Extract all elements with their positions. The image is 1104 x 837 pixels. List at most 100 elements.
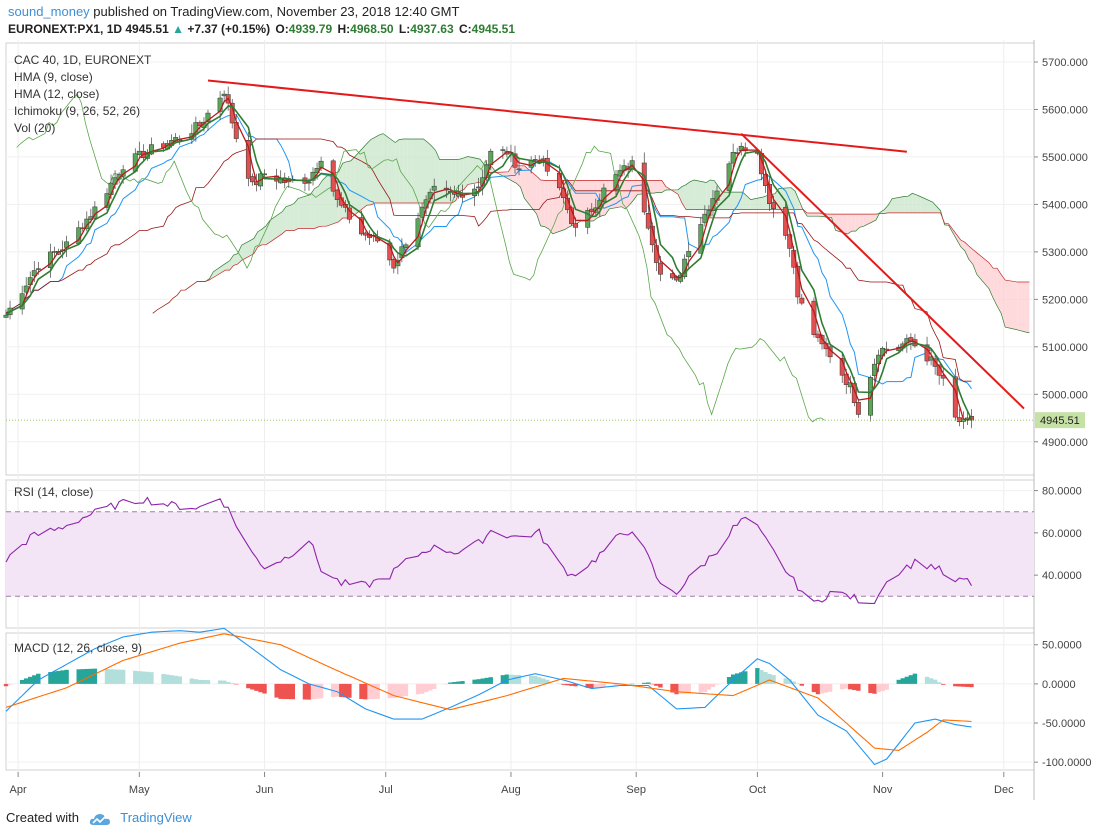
cloud-segment bbox=[762, 195, 767, 210]
cloud-segment bbox=[241, 238, 254, 261]
histogram-bar bbox=[528, 675, 534, 684]
cloud-segment bbox=[310, 188, 315, 229]
histogram-bar bbox=[472, 679, 477, 684]
cloud-segment bbox=[379, 133, 384, 203]
histogram-bar bbox=[759, 670, 764, 684]
candle bbox=[682, 258, 688, 277]
cloud-segment bbox=[516, 165, 521, 187]
histogram-bar bbox=[941, 683, 946, 685]
candle bbox=[419, 206, 425, 218]
histogram-bar bbox=[225, 681, 231, 684]
candle bbox=[783, 206, 789, 236]
cloud-segment bbox=[540, 179, 545, 227]
histogram-bar bbox=[371, 683, 376, 699]
cloud-segment bbox=[374, 135, 380, 203]
histogram-bar bbox=[254, 683, 259, 691]
cloud-segment bbox=[350, 156, 355, 219]
histogram-bar bbox=[173, 675, 178, 684]
legend-symbol[interactable]: CAC 40, 1D, EURONEXT bbox=[14, 53, 152, 67]
low-label: L: bbox=[398, 22, 411, 36]
histogram-bar bbox=[310, 683, 316, 700]
candle bbox=[657, 262, 663, 275]
macd-legend: MACD (12, 26, close, 9) bbox=[14, 640, 142, 657]
histogram-bar bbox=[217, 680, 223, 684]
histogram-bar bbox=[484, 677, 489, 684]
histogram-bar bbox=[278, 683, 283, 699]
chart-area[interactable]: Apr May Jun Jul Aug Sep Oct Nov Dec 5700.000 5600.… bbox=[0, 40, 1104, 810]
candle bbox=[686, 251, 692, 258]
histogram-bar bbox=[427, 683, 433, 691]
candle bbox=[35, 268, 41, 270]
histogram-bar bbox=[698, 683, 704, 693]
price-y-tick-label: 5600.000 bbox=[1042, 104, 1088, 116]
histogram-bar bbox=[133, 670, 138, 684]
legend-macd[interactable]: MACD (12, 26, close, 9) bbox=[14, 641, 143, 655]
cloud-segment bbox=[742, 192, 747, 210]
tradingview-link[interactable]: TradingView bbox=[120, 810, 192, 825]
histogram-bar bbox=[625, 683, 631, 685]
high-label: H: bbox=[337, 22, 351, 36]
histogram-bar bbox=[791, 681, 796, 684]
candle bbox=[771, 202, 776, 209]
histogram-bar bbox=[112, 669, 118, 684]
cloud-segment bbox=[1001, 274, 1006, 328]
histogram-bar bbox=[771, 675, 776, 684]
cloud-segment bbox=[706, 180, 711, 210]
candle bbox=[641, 162, 647, 213]
macd-y-tick-label: 0.0000 bbox=[1042, 679, 1076, 691]
cloud-segment bbox=[625, 180, 630, 209]
author-link[interactable]: sound_money bbox=[8, 4, 90, 19]
cloud-segment bbox=[395, 139, 400, 203]
histogram-bar bbox=[314, 683, 320, 699]
legend-hma9[interactable]: HMA (9, close) bbox=[14, 70, 93, 84]
legend-volume[interactable]: Vol (20) bbox=[14, 121, 56, 135]
cloud-segment bbox=[286, 205, 291, 231]
close-label: C: bbox=[458, 22, 472, 36]
histogram-bar bbox=[363, 683, 368, 700]
cloud-segment bbox=[972, 249, 977, 275]
histogram-bar bbox=[419, 683, 425, 694]
histogram-bar bbox=[456, 681, 461, 684]
histogram-bar bbox=[500, 675, 506, 684]
candle bbox=[205, 112, 211, 122]
cloud-segment bbox=[968, 246, 973, 265]
cloud-segment bbox=[459, 157, 464, 192]
last-price-tag bbox=[1035, 412, 1085, 429]
histogram-bar bbox=[642, 682, 647, 684]
cloud-segment bbox=[851, 214, 856, 232]
legend-ichimoku[interactable]: Ichimoku (9, 26, 52, 26) bbox=[14, 104, 141, 118]
histogram-bar bbox=[488, 677, 493, 684]
cloud-segment bbox=[338, 163, 343, 222]
hma-9-line bbox=[5, 97, 972, 421]
histogram-bar bbox=[565, 683, 570, 686]
cloud-segment bbox=[795, 191, 800, 210]
cloud-segment bbox=[318, 180, 323, 227]
created-with-text: Created with bbox=[6, 810, 79, 825]
cloud-segment bbox=[451, 159, 456, 203]
candle bbox=[306, 181, 312, 184]
candle bbox=[403, 244, 409, 249]
histogram-bar bbox=[48, 672, 53, 684]
cloud-segment bbox=[657, 180, 662, 193]
close-value: 4945.51 bbox=[471, 22, 516, 36]
histogram-bar bbox=[76, 669, 81, 684]
histogram-bar bbox=[145, 671, 150, 684]
histogram-bar bbox=[258, 683, 263, 693]
histogram-bar bbox=[234, 683, 239, 685]
footer: Created with TradingView bbox=[6, 810, 192, 826]
legend-hma12[interactable]: HMA (12, close) bbox=[14, 87, 100, 101]
x-tick-label: Oct bbox=[749, 784, 766, 796]
candle bbox=[136, 150, 142, 156]
histogram-bar bbox=[391, 683, 397, 698]
histogram-bar bbox=[375, 683, 380, 699]
cloud-segment bbox=[694, 180, 707, 210]
histogram-bar bbox=[537, 677, 542, 684]
cloud-segment bbox=[1021, 281, 1026, 333]
histogram-bar bbox=[965, 683, 970, 687]
candle bbox=[851, 383, 857, 403]
candle bbox=[500, 149, 506, 151]
legend-rsi[interactable]: RSI (14, close) bbox=[14, 485, 94, 499]
candle bbox=[730, 152, 736, 164]
histogram-bar bbox=[274, 683, 279, 698]
histogram-bar bbox=[928, 678, 934, 684]
